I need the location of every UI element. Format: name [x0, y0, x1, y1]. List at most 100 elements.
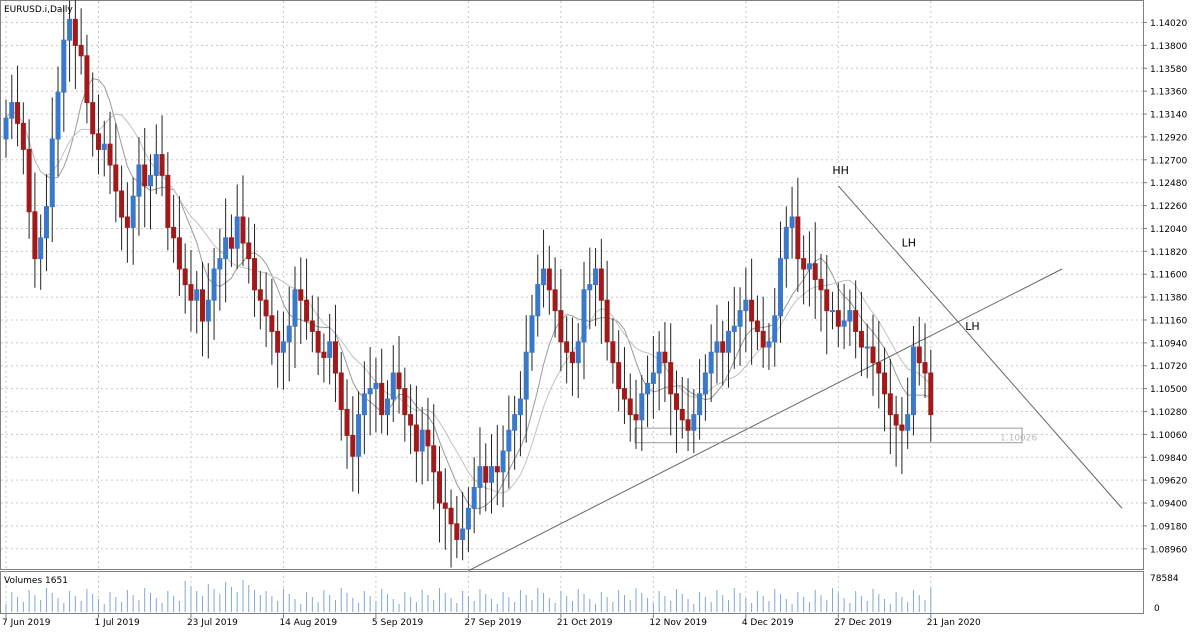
- candle-body: [136, 164, 142, 197]
- candle-body: [49, 138, 55, 208]
- candle-body: [806, 263, 812, 270]
- candle-body: [321, 351, 327, 358]
- candle-body: [107, 143, 113, 166]
- candle-body: [3, 117, 9, 140]
- candle-body: [240, 216, 246, 244]
- candle-body: [437, 471, 442, 504]
- y-tick-label: 1.11600: [1150, 271, 1187, 281]
- candle-body: [309, 320, 315, 332]
- candle-body: [43, 206, 49, 239]
- price-axis: 1.14020 1.13800 1.13580 1.13360 1.13140 1.129…: [1143, 19, 1187, 555]
- pattern-annotations: HH LH LH: [832, 164, 979, 333]
- candle-body: [90, 102, 96, 135]
- candle-body: [419, 429, 425, 452]
- candle-body: [558, 310, 564, 343]
- candle-body: [876, 362, 882, 374]
- y-tick-label: 1.09620: [1150, 477, 1187, 487]
- y-tick-label: 1.10280: [1150, 408, 1187, 418]
- candle-body: [928, 372, 934, 416]
- y-tick-label: 1.13580: [1150, 65, 1187, 75]
- candle-body: [910, 346, 916, 416]
- candle-body: [477, 466, 483, 488]
- y-tick-label: 1.11160: [1150, 316, 1187, 326]
- candle-body: [853, 310, 859, 332]
- x-tick-label: 12 Nov 2019: [649, 618, 707, 628]
- falling-trendline: [837, 185, 1123, 509]
- x-tick-label: 23 Jul 2019: [187, 618, 238, 628]
- candle-body: [20, 122, 26, 150]
- candle-body: [899, 424, 905, 431]
- candle-body: [737, 310, 743, 327]
- candle-body: [200, 289, 206, 322]
- candle-body: [731, 325, 737, 332]
- time-axis: 7 Jun 2019 1 Jul 2019 23 Jul 2019 14 Aug 20…: [2, 614, 981, 628]
- candle-body: [662, 351, 668, 364]
- candle-body: [830, 310, 836, 313]
- y-tick-label: 1.14020: [1150, 19, 1187, 29]
- rising-trendline: [468, 268, 1063, 572]
- candle-body: [379, 382, 385, 416]
- y-tick-label: 1.13800: [1150, 42, 1187, 52]
- candle-body: [384, 398, 390, 416]
- pattern-label: HH: [832, 164, 849, 177]
- candle-body: [344, 408, 350, 436]
- candle-body: [621, 388, 627, 400]
- candle-body: [130, 195, 136, 228]
- candle-body: [916, 346, 922, 364]
- y-tick-label: 1.12920: [1150, 133, 1187, 143]
- candle-body: [275, 330, 281, 353]
- candle-body: [604, 299, 610, 343]
- x-tick-label: 4 Dec 2019: [742, 618, 794, 628]
- candle-body: [581, 289, 587, 343]
- candle-body: [494, 466, 500, 473]
- candle-body: [361, 393, 367, 416]
- candle-body: [367, 388, 373, 395]
- candle-body: [766, 341, 772, 348]
- candle-body: [165, 174, 171, 228]
- candle-body: [587, 284, 593, 291]
- candle-body: [824, 289, 830, 312]
- candle-body: [835, 310, 841, 327]
- candle-body: [552, 289, 558, 312]
- candle-body: [714, 341, 720, 353]
- candle-body: [893, 414, 899, 426]
- candle-body: [789, 216, 795, 228]
- candle-body: [575, 341, 581, 364]
- candle-body: [610, 341, 616, 364]
- candle-body: [778, 258, 784, 317]
- candle-body: [9, 102, 15, 119]
- y-tick-label: 1.12700: [1150, 156, 1187, 166]
- volume-panel-frame: [0, 571, 1144, 614]
- candle-body: [685, 419, 691, 431]
- x-tick-label: 5 Sep 2019: [372, 618, 424, 628]
- candle-body: [315, 330, 321, 353]
- candle-body: [841, 320, 847, 327]
- chart-title: EURUSD.i,Daily: [4, 5, 73, 15]
- candle-body: [101, 143, 107, 150]
- candle-body: [95, 133, 101, 150]
- candle-body: [795, 216, 801, 260]
- candle-body: [454, 523, 460, 540]
- candle-body: [176, 237, 182, 270]
- pattern-label: LH: [965, 320, 979, 333]
- candle-body: [234, 216, 240, 249]
- candle-body: [72, 18, 78, 46]
- candle-body: [292, 289, 298, 327]
- candle-body: [84, 55, 90, 104]
- current-price-label: 1.10026: [1000, 434, 1037, 444]
- y-tick-label: 1.11380: [1150, 294, 1187, 304]
- candle-body: [15, 102, 21, 124]
- candle-body: [697, 393, 703, 416]
- candle-body: [783, 226, 789, 260]
- candle-body: [338, 372, 344, 410]
- y-tick-label: 1.12260: [1150, 202, 1187, 212]
- candle-body: [327, 341, 333, 358]
- candle-body: [754, 320, 760, 332]
- candle-body: [431, 445, 437, 473]
- candle-body: [517, 398, 523, 416]
- candle-body: [673, 393, 679, 410]
- y-tick-label: 1.13140: [1150, 111, 1187, 121]
- candle-body: [772, 315, 778, 343]
- candle-body: [882, 372, 888, 395]
- y-tick-label: 1.08960: [1150, 545, 1187, 555]
